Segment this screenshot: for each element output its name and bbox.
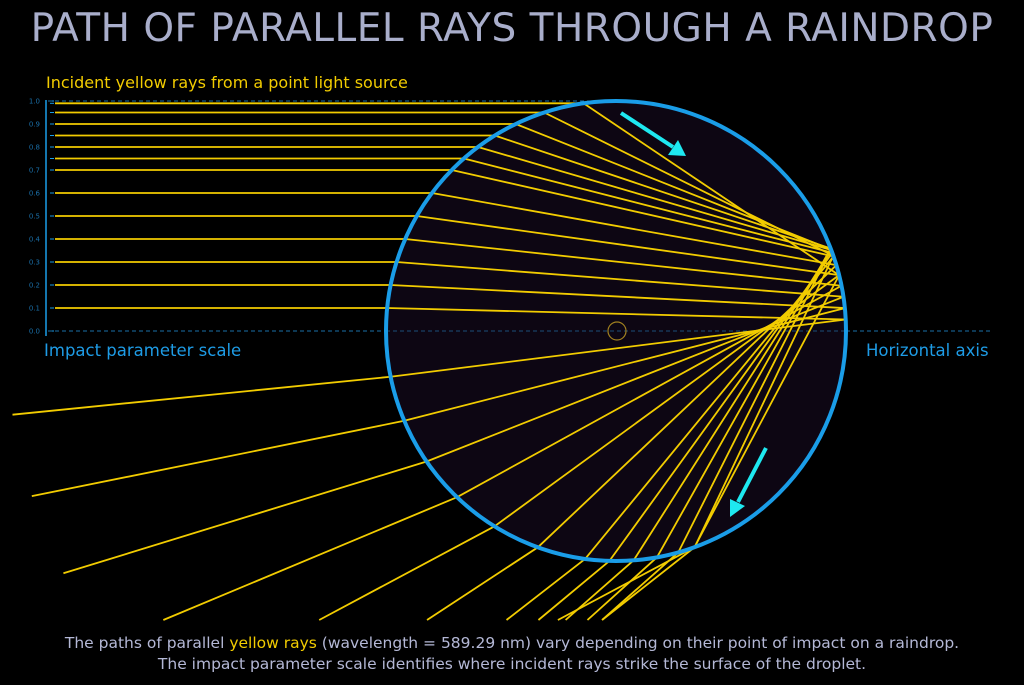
caption: The paths of parallel yellow rays (wavel…: [0, 633, 1024, 675]
horizontal-axis-label: Horizontal axis: [866, 341, 989, 360]
direction-arrow-bottom: [730, 447, 768, 517]
incident-rays-label: Incident yellow rays from a point light …: [46, 73, 408, 92]
scale-tick-label: 0.0: [29, 328, 40, 336]
droplet-center-marker: [607, 321, 627, 341]
impact-parameter-scale: 0.0 0.1 0.2 0.3 0.4 0.5 0.6 0.7 0.8 0.9 1.0: [29, 98, 54, 336]
scale-tick-label: 0.5: [29, 213, 40, 221]
scale-tick-label: 0.8: [29, 144, 40, 152]
scale-tick-label: 0.6: [29, 190, 41, 198]
diagram-title: PATH OF PARALLEL RAYS THROUGH A RAINDROP: [30, 6, 994, 51]
scale-tick-label: 0.4: [29, 236, 41, 244]
scale-tick-label: 0.9: [29, 121, 40, 129]
scale-tick-label: 0.1: [29, 305, 40, 313]
impact-scale-label: Impact parameter scale: [44, 341, 242, 360]
scale-tick-label: 0.7: [29, 167, 40, 175]
scale-tick-label: 0.3: [29, 259, 40, 267]
caption-highlight: yellow rays: [229, 634, 317, 652]
scale-tick-label: 0.2: [29, 282, 40, 290]
direction-arrow-top: [619, 111, 686, 156]
caption-text: The paths of parallel: [64, 634, 230, 652]
scale-tick-label: 1.0: [29, 98, 40, 106]
caption-line-1: The paths of parallel yellow rays (wavel…: [0, 633, 1024, 654]
caption-text: (wavelength = 589.29 nm) vary depending …: [316, 634, 960, 652]
droplet-outline: [384, 99, 848, 563]
caption-line-2: The impact parameter scale identifies wh…: [157, 655, 867, 673]
